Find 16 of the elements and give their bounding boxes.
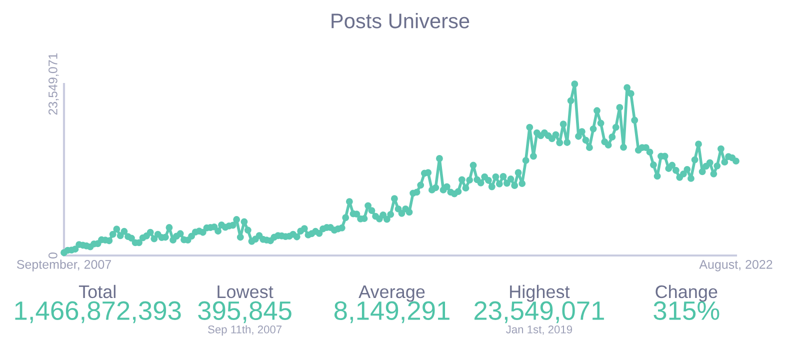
x-tick-label: September, 2007 [16, 260, 111, 272]
text: 315% [654, 301, 720, 320]
category-label: Change [656, 284, 718, 302]
chart-title: Posts Universe [332, 13, 470, 28]
text: 395,845 [198, 301, 292, 324]
text: 8,149,291 [334, 301, 450, 324]
x-tick-label: August, 2022 [699, 260, 772, 272]
text: 1,466,872,393 [15, 301, 181, 324]
category-label: Average [358, 286, 425, 302]
category-label: Highest [510, 284, 570, 302]
category-label: Total [78, 284, 116, 298]
y-tick-label: 0 [48, 252, 58, 258]
text: 23,549,071 [474, 301, 604, 324]
category-label: Lowest [218, 286, 274, 298]
text: Sep 11th, 2007 [208, 325, 282, 336]
text: Jan 1st, 2019 [506, 326, 572, 335]
